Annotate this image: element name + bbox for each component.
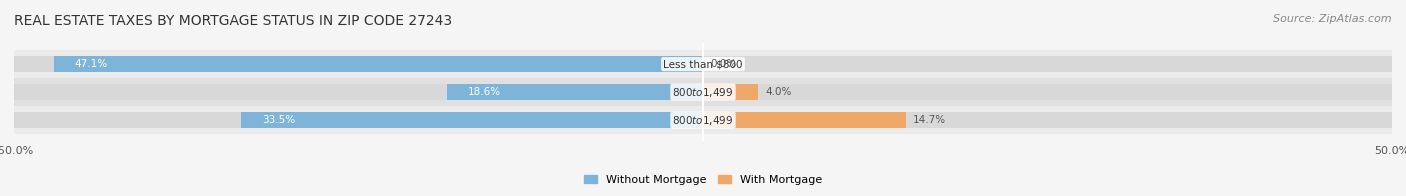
Text: 4.0%: 4.0% <box>765 87 792 97</box>
Bar <box>14 84 703 100</box>
Text: REAL ESTATE TAXES BY MORTGAGE STATUS IN ZIP CODE 27243: REAL ESTATE TAXES BY MORTGAGE STATUS IN … <box>14 14 453 28</box>
Bar <box>14 78 1392 106</box>
Bar <box>14 113 703 128</box>
Text: $800 to $1,499: $800 to $1,499 <box>672 86 734 99</box>
Bar <box>703 56 1392 72</box>
Text: $800 to $1,499: $800 to $1,499 <box>672 114 734 127</box>
Bar <box>703 113 1392 128</box>
Legend: Without Mortgage, With Mortgage: Without Mortgage, With Mortgage <box>579 171 827 190</box>
Bar <box>14 50 1392 78</box>
Text: 33.5%: 33.5% <box>262 115 295 125</box>
Bar <box>14 56 703 72</box>
Text: 47.1%: 47.1% <box>75 59 108 69</box>
Text: Source: ZipAtlas.com: Source: ZipAtlas.com <box>1274 14 1392 24</box>
Text: 18.6%: 18.6% <box>467 87 501 97</box>
Bar <box>447 84 703 100</box>
Bar <box>53 56 703 72</box>
Bar <box>242 113 703 128</box>
Text: 14.7%: 14.7% <box>912 115 946 125</box>
Bar <box>703 113 905 128</box>
Bar <box>14 106 1392 134</box>
Bar <box>703 84 758 100</box>
Text: 0.0%: 0.0% <box>710 59 737 69</box>
Bar <box>703 84 1392 100</box>
Text: Less than $800: Less than $800 <box>664 59 742 69</box>
